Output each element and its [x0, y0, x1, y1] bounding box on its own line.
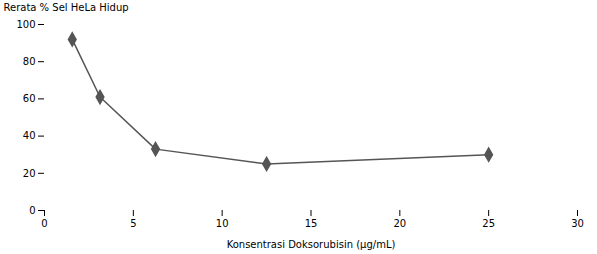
svg-text:0: 0	[41, 218, 47, 229]
svg-text:60: 60	[23, 93, 36, 104]
svg-text:Rerata % Sel HeLa Hidup: Rerata % Sel HeLa Hidup	[4, 2, 129, 13]
svg-text:5: 5	[130, 218, 136, 229]
svg-text:80: 80	[23, 56, 36, 67]
svg-text:15: 15	[305, 218, 318, 229]
svg-text:20: 20	[23, 168, 36, 179]
svg-text:10: 10	[216, 218, 229, 229]
svg-text:100: 100	[16, 19, 35, 30]
svg-text:0: 0	[29, 205, 35, 216]
svg-text:20: 20	[393, 218, 406, 229]
svg-text:Konsentrasi Doksorubisin (µg/m: Konsentrasi Doksorubisin (µg/mL)	[227, 239, 396, 250]
svg-text:40: 40	[23, 130, 36, 141]
svg-text:25: 25	[482, 218, 495, 229]
svg-text:30: 30	[571, 218, 584, 229]
